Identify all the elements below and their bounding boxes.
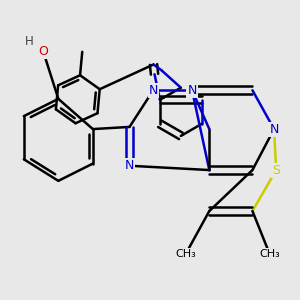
Text: H: H [25,35,34,48]
Text: S: S [272,164,280,177]
Text: N: N [188,84,197,97]
Text: N: N [148,84,158,97]
Text: N: N [269,123,279,136]
Text: N: N [125,159,134,172]
Text: O: O [38,45,48,58]
Text: CH₃: CH₃ [259,249,280,259]
Text: CH₃: CH₃ [175,249,196,259]
